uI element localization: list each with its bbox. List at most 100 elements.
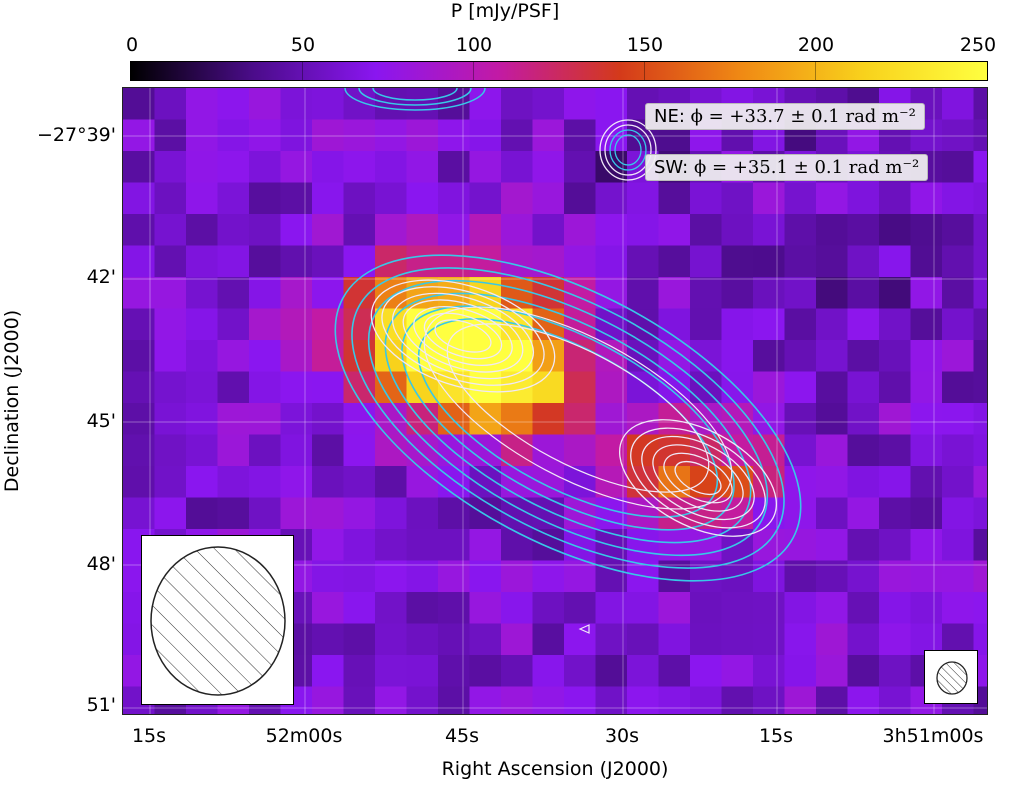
map-pixel	[532, 592, 565, 625]
map-pixel	[375, 182, 408, 215]
map-pixel	[564, 182, 597, 215]
beam-large-hatched	[141, 535, 294, 705]
map-pixel	[154, 119, 187, 152]
contour-white	[423, 306, 733, 510]
contour-white	[641, 435, 755, 521]
map-pixel	[879, 371, 912, 404]
map-pixel	[816, 560, 849, 593]
map-pixel	[690, 623, 723, 656]
y-tick-label: 45'	[86, 410, 116, 432]
contour-white	[652, 444, 744, 512]
map-pixel	[879, 182, 912, 215]
map-pixel	[816, 466, 849, 499]
map-pixel	[721, 277, 754, 310]
map-pixel	[249, 214, 282, 247]
map-pixel	[690, 371, 723, 404]
map-pixel	[973, 308, 987, 341]
map-pixel	[627, 245, 660, 278]
map-pixel	[501, 655, 534, 688]
map-pixel	[280, 119, 313, 152]
map-pixel	[627, 497, 660, 530]
map-pixel	[753, 182, 786, 215]
map-pixel	[532, 245, 565, 278]
map-pixel	[217, 182, 250, 215]
map-pixel	[973, 497, 987, 530]
map-pixel	[973, 119, 987, 152]
map-pixel	[280, 182, 313, 215]
map-pixel	[280, 277, 313, 310]
map-pixel	[658, 308, 691, 341]
map-pixel	[595, 182, 628, 215]
map-pixel	[910, 371, 943, 404]
map-pixel	[721, 592, 754, 625]
map-pixel	[784, 686, 817, 714]
map-pixel	[847, 497, 880, 530]
map-pixel	[469, 686, 502, 714]
x-tick-label: 52m00s	[265, 725, 343, 747]
colorbar-title: P [mJy/PSF]	[450, 0, 560, 22]
legend-ne: NE: ϕ = +33.7 ± 0.1 rad m⁻²	[645, 103, 925, 130]
map-pixel	[532, 623, 565, 656]
map-pixel	[973, 371, 987, 404]
colorbar-tick: 200	[797, 34, 835, 56]
map-pixel	[406, 686, 439, 714]
map-pixel	[280, 214, 313, 247]
map-pixel	[564, 151, 597, 184]
map-pixel	[312, 529, 345, 562]
map-pixel	[879, 214, 912, 247]
map-pixel	[847, 686, 880, 714]
map-pixel	[375, 151, 408, 184]
map-pixel	[501, 623, 534, 656]
map-pixel	[658, 182, 691, 215]
map-pixel	[879, 497, 912, 530]
map-pixel	[186, 88, 219, 121]
map-pixel	[753, 277, 786, 310]
map-pixel	[217, 434, 250, 467]
map-pixel	[469, 119, 502, 152]
map-pixel	[910, 403, 943, 436]
map-pixel	[816, 182, 849, 215]
map-pixel	[627, 466, 660, 499]
map-pixel	[595, 119, 628, 152]
map-pixel	[501, 434, 534, 467]
map-pixel	[186, 151, 219, 184]
map-pixel	[280, 340, 313, 373]
map-pixel	[879, 245, 912, 278]
map-pixel	[375, 214, 408, 247]
map-pixel	[312, 592, 345, 625]
map-pixel	[280, 371, 313, 404]
map-pixel	[312, 466, 345, 499]
map-pixel	[343, 592, 376, 625]
x-tick-label: 30s	[604, 725, 640, 747]
map-pixel	[721, 340, 754, 373]
map-pixel	[753, 245, 786, 278]
map-pixel	[217, 308, 250, 341]
map-pixel	[627, 623, 660, 656]
map-pixel	[721, 655, 754, 688]
map-pixel	[154, 434, 187, 467]
map-pixel	[532, 119, 565, 152]
map-pixel	[343, 214, 376, 247]
map-pixel	[973, 214, 987, 247]
y-tick-label: 48'	[86, 553, 116, 575]
map-pixel	[123, 182, 156, 215]
map-pixel	[406, 560, 439, 593]
map-pixel	[784, 592, 817, 625]
map-pixel	[816, 277, 849, 310]
map-pixel	[186, 371, 219, 404]
legend-sw: SW: ϕ = +35.1 ± 0.1 rad m⁻²	[645, 154, 929, 181]
map-pixel	[375, 655, 408, 688]
map-pixel	[942, 182, 975, 215]
map-pixel	[942, 560, 975, 593]
contour-white	[630, 427, 766, 529]
map-pixel	[375, 592, 408, 625]
map-pixel	[753, 560, 786, 593]
map-pixel	[312, 623, 345, 656]
map-pixel	[186, 308, 219, 341]
map-pixel	[627, 214, 660, 247]
map-pixel	[280, 245, 313, 278]
map-pixel	[406, 655, 439, 688]
map-pixel	[249, 403, 282, 436]
map-pixel	[564, 592, 597, 625]
contour-cyan	[351, 267, 785, 569]
